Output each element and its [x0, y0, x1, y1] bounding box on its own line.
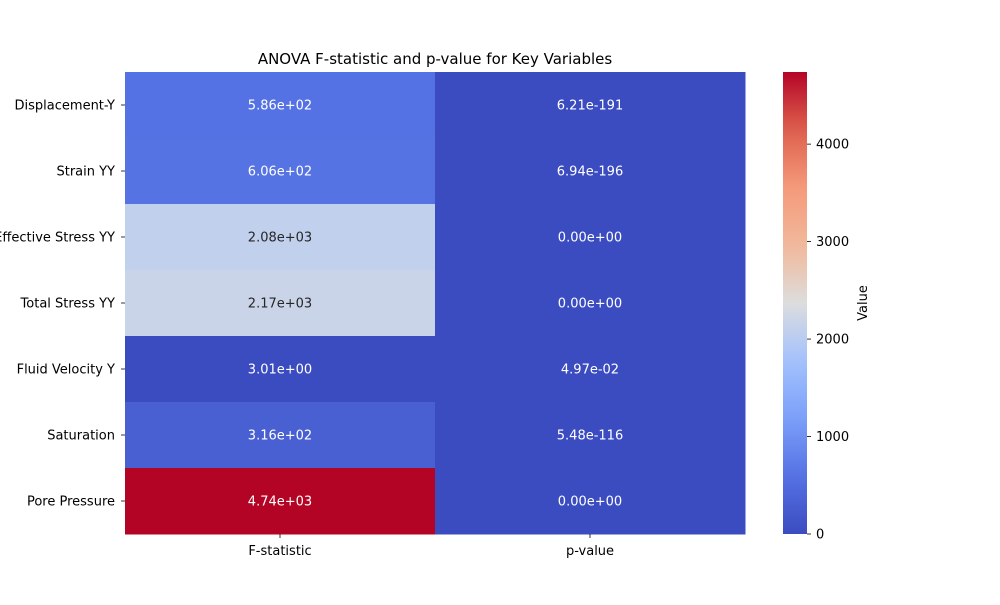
heatmap-cell	[125, 138, 436, 205]
heatmap-cell	[125, 336, 436, 403]
colorbar-tick-label: 0	[816, 528, 824, 543]
colorbar-tick-label: 4000	[816, 138, 849, 153]
cell-annotations: 5.86e+02 6.21e-191 6.06e+02 6.94e-196 2.08e+…	[248, 99, 623, 510]
row-label: Total Stress YY	[20, 297, 116, 312]
heatmap-cell	[435, 468, 746, 535]
chart-title: ANOVA F-statistic and p-value for Key Va…	[258, 50, 613, 68]
heatmap-cell	[435, 72, 746, 139]
cell-annotation: 0.00e+00	[558, 231, 622, 246]
cell-annotation: 0.00e+00	[558, 297, 622, 312]
heatmap-cell	[125, 468, 436, 535]
cell-annotation: 6.94e-196	[557, 165, 623, 180]
heatmap-cell	[435, 138, 746, 205]
cell-annotation: 5.48e-116	[557, 429, 623, 444]
cell-annotation: 4.74e+03	[248, 495, 312, 510]
colorbar: 0 1000 2000 3000 4000 Value	[783, 72, 871, 543]
colorbar-gradient	[783, 72, 807, 534]
heatmap-cell	[435, 402, 746, 469]
cell-annotation: 5.86e+02	[248, 99, 312, 114]
colorbar-label: Value	[856, 285, 871, 321]
colorbar-tick-label: 1000	[816, 430, 849, 445]
row-label: Pore Pressure	[27, 495, 115, 510]
cell-annotation: 4.97e-02	[561, 363, 619, 378]
cell-annotation: 6.21e-191	[557, 99, 623, 114]
row-label: Effective Stress YY	[0, 231, 115, 246]
cell-annotation: 2.17e+03	[248, 297, 312, 312]
heatmap-cell	[435, 204, 746, 271]
heatmap-cell	[125, 402, 436, 469]
heatmap-cell	[125, 204, 436, 271]
cell-annotation: 3.16e+02	[248, 429, 312, 444]
heatmap-cell	[435, 270, 746, 337]
colorbar-tick-label: 3000	[816, 235, 849, 250]
row-labels: Displacement-Y Strain YY Effective Stress …	[0, 99, 125, 510]
cell-annotation: 0.00e+00	[558, 495, 622, 510]
heatmap-cell	[125, 270, 436, 337]
heatmap-cells	[125, 72, 746, 535]
cell-annotation: 3.01e+00	[248, 363, 312, 378]
column-label: F-statistic	[248, 544, 311, 559]
colorbar-tick-label: 2000	[816, 333, 849, 348]
column-labels: F-statistic p-value	[248, 534, 614, 559]
heatmap-cell	[125, 72, 436, 139]
row-label: Saturation	[47, 429, 115, 444]
column-label: p-value	[566, 544, 614, 559]
cell-annotation: 2.08e+03	[248, 231, 312, 246]
row-label: Strain YY	[56, 165, 115, 180]
cell-annotation: 6.06e+02	[248, 165, 312, 180]
heatmap-cell	[435, 336, 746, 403]
row-label: Fluid Velocity Y	[17, 363, 115, 378]
row-label: Displacement-Y	[15, 99, 116, 114]
